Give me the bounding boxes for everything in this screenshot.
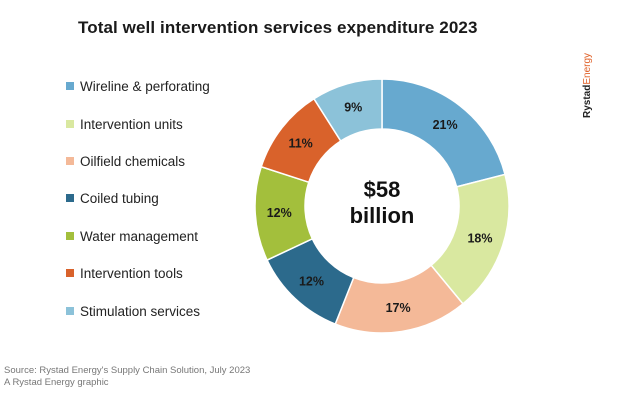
- slice-value-label: 18%: [467, 231, 492, 245]
- legend-label: Coiled tubing: [80, 190, 159, 206]
- source-line: Source: Rystad Energy's Supply Chain Sol…: [4, 365, 251, 376]
- donut-slice: [381, 78, 506, 188]
- legend-item: Stimulation services: [66, 303, 200, 319]
- legend-label: Intervention tools: [80, 265, 183, 281]
- legend-item: Water management: [66, 228, 198, 244]
- slice-value-label: 9%: [344, 101, 362, 115]
- slice-value-label: 21%: [433, 118, 458, 132]
- legend-swatch: [66, 157, 74, 165]
- legend-swatch: [66, 120, 74, 128]
- legend-swatch: [66, 307, 74, 315]
- legend-swatch: [66, 269, 74, 277]
- legend-item: Intervention units: [66, 116, 183, 132]
- legend-label: Oilfield chemicals: [80, 153, 186, 169]
- legend-swatch: [66, 82, 74, 90]
- credit-line: A Rystad Energy graphic: [4, 377, 109, 388]
- slice-value-label: 12%: [267, 206, 292, 220]
- center-value: $58: [364, 177, 401, 202]
- legend-label: Water management: [80, 228, 199, 244]
- legend-label: Intervention units: [80, 116, 183, 132]
- chart-title: Total well intervention services expendi…: [78, 18, 478, 37]
- legend-label: Wireline & perforating: [80, 78, 210, 94]
- slice-value-label: 11%: [288, 136, 312, 150]
- legend-item: Intervention tools: [66, 265, 183, 281]
- donut-slices: [254, 78, 510, 334]
- legend-swatch: [66, 194, 74, 202]
- legend-item: Wireline & perforating: [66, 78, 210, 94]
- legend-item: Oilfield chemicals: [66, 153, 185, 169]
- legend-item: Coiled tubing: [66, 190, 159, 206]
- donut-slice: [312, 78, 383, 143]
- legend-label: Stimulation services: [80, 303, 201, 319]
- source-note: Source: Rystad Energy's Supply Chain Sol…: [4, 365, 250, 389]
- slice-value-label: 12%: [299, 275, 324, 289]
- slice-value-label: 17%: [386, 301, 411, 315]
- center-unit: billion: [350, 203, 415, 228]
- legend-swatch: [66, 232, 74, 240]
- donut-slice-labels: 21% 18% 17% 12% 12% 11% 9%: [267, 101, 493, 316]
